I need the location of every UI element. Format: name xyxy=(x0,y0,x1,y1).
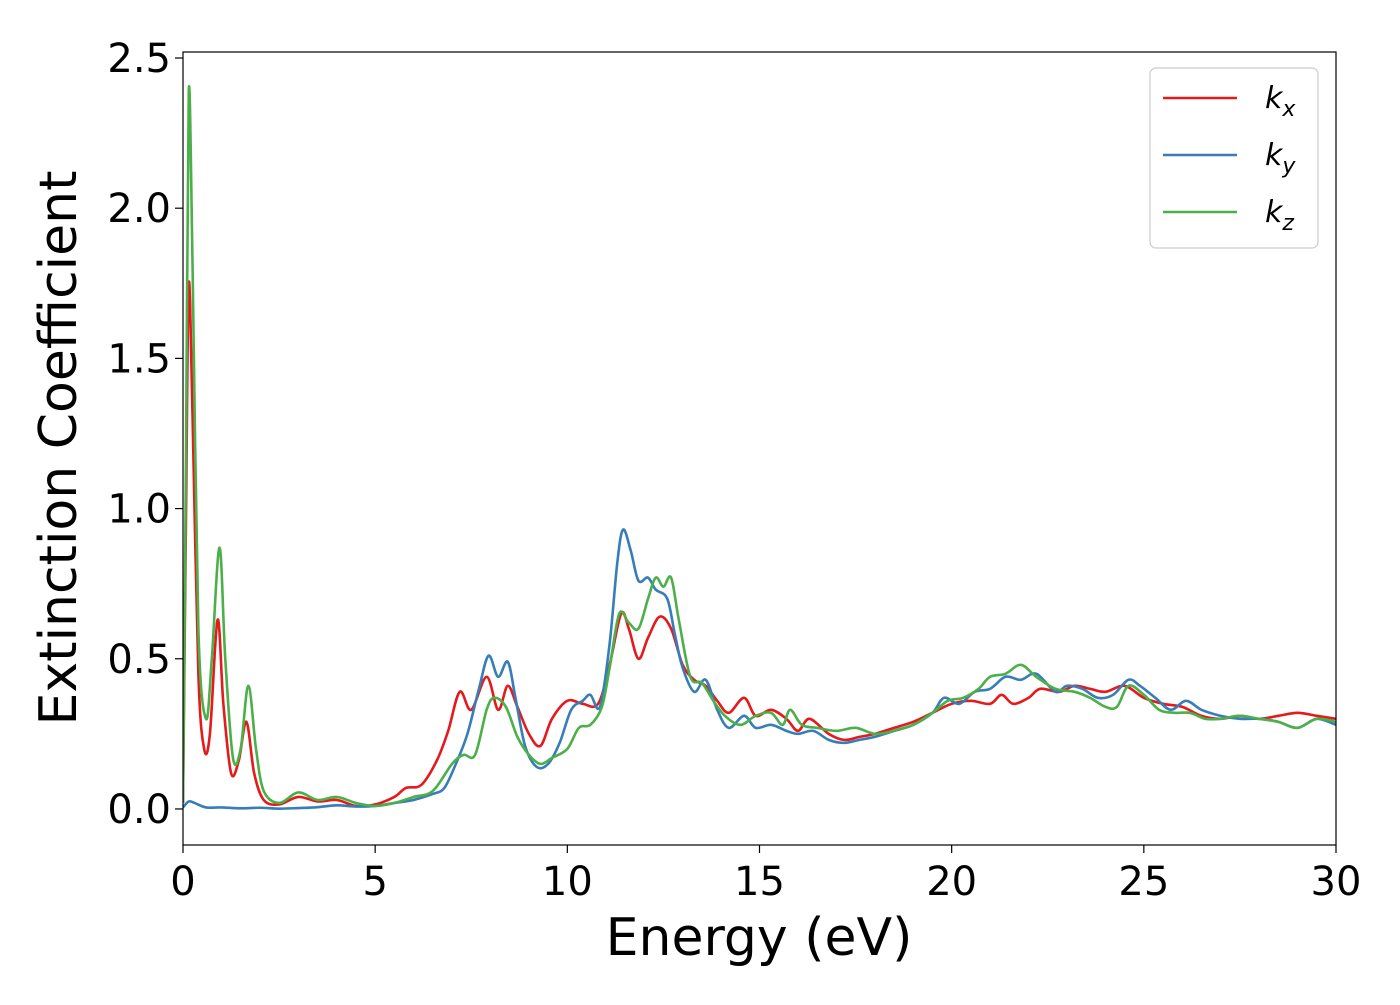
y-tick-label: 0.5 xyxy=(107,637,171,683)
series-line-z xyxy=(183,85,1336,808)
y-tick-label: 1.0 xyxy=(107,487,171,533)
legend-item-x: kx xyxy=(1163,81,1296,122)
x-tick-label: 30 xyxy=(1311,859,1362,905)
legend-item-z: kz xyxy=(1163,195,1294,236)
legend-item-y: ky xyxy=(1163,138,1296,179)
x-tick-label: 15 xyxy=(734,859,785,905)
y-axis-title: Extinction Coefficient xyxy=(29,171,89,726)
legend: kx ky kz xyxy=(1149,67,1319,249)
legend-label: kz xyxy=(1265,195,1294,236)
x-axis-title: Energy (eV) xyxy=(606,908,913,968)
legend-label: ky xyxy=(1265,138,1296,179)
legend-box xyxy=(1149,67,1319,249)
y-tick-label: 2.5 xyxy=(107,36,171,82)
series-layer xyxy=(183,85,1336,810)
x-tick-label: 10 xyxy=(542,859,593,905)
y-axis: 0.0 0.5 1.0 1.5 2.0 2.5 xyxy=(107,36,183,833)
legend-label: kx xyxy=(1265,81,1296,122)
x-tick-label: 20 xyxy=(926,859,977,905)
y-tick-label: 0.0 xyxy=(107,787,171,833)
x-tick-label: 0 xyxy=(170,859,195,905)
series-line-y xyxy=(183,528,1336,810)
y-tick-label: 2.0 xyxy=(107,186,171,232)
x-tick-label: 5 xyxy=(362,859,387,905)
y-tick-label: 1.5 xyxy=(107,336,171,382)
x-axis: 0 5 10 15 20 25 30 xyxy=(170,845,1361,905)
x-tick-label: 25 xyxy=(1118,859,1169,905)
